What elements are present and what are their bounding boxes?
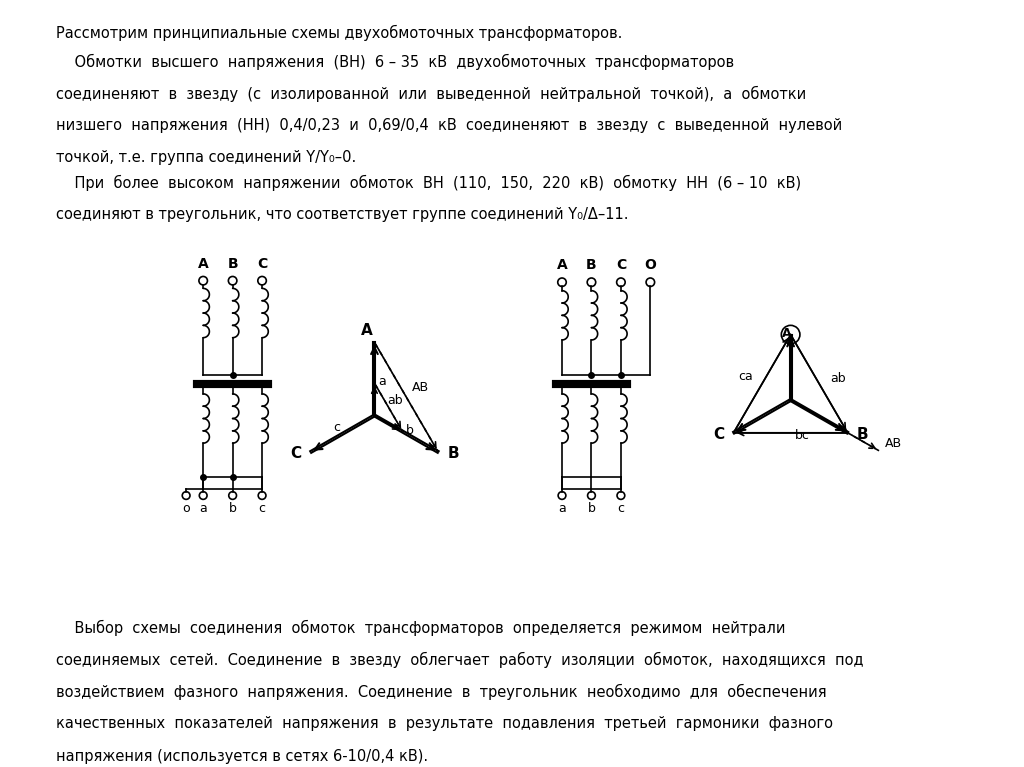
Text: Обмотки  высшего  напряжения  (ВН)  6 – 35  кВ  двухобмоточных  трансформаторов: Обмотки высшего напряжения (ВН) 6 – 35 к… xyxy=(56,54,734,70)
Text: o: o xyxy=(182,502,189,515)
Text: соединяют в треугольник, что соответствует группе соединений Y₀/Δ–11.: соединяют в треугольник, что соответству… xyxy=(56,207,629,222)
Text: B: B xyxy=(586,258,597,272)
Text: a: a xyxy=(200,502,207,515)
Text: C: C xyxy=(290,446,301,461)
Text: воздействием  фазного  напряжения.  Соединение  в  треугольник  необходимо  для : воздействием фазного напряжения. Соедине… xyxy=(56,684,827,700)
Text: AB: AB xyxy=(886,437,902,450)
Text: Рассмотрим принципиальные схемы двухобмоточных трансформаторов.: Рассмотрим принципиальные схемы двухобмо… xyxy=(56,25,623,41)
Text: A: A xyxy=(198,258,209,272)
Text: b: b xyxy=(406,423,414,436)
Text: a: a xyxy=(378,375,386,388)
Text: При  более  высоком  напряжении  обмоток  ВН  (110,  150,  220  кВ)  обмотку  НН: При более высоком напряжении обмоток ВН … xyxy=(56,175,802,191)
Text: Выбор  схемы  соединения  обмоток  трансформаторов  определяется  режимом  нейтр: Выбор схемы соединения обмоток трансформ… xyxy=(56,620,785,636)
Text: точкой, т.е. группа соединений Y/Y₀–0.: точкой, т.е. группа соединений Y/Y₀–0. xyxy=(56,150,356,166)
Text: B: B xyxy=(857,426,868,442)
Text: ab: ab xyxy=(830,372,846,385)
Text: напряжения (используется в сетях 6-10/0,4 кВ).: напряжения (используется в сетях 6-10/0,… xyxy=(56,749,428,764)
Text: B: B xyxy=(227,258,238,272)
Text: соединяемых  сетей.  Соединение  в  звезду  облегчает  работу  изоляции  обмоток: соединяемых сетей. Соединение в звезду о… xyxy=(56,652,864,668)
Text: C: C xyxy=(713,426,724,442)
Text: c: c xyxy=(617,502,625,515)
Text: низшего  напряжения  (НН)  0,4/0,23  и  0,69/0,4  кВ  соединеняют  в  звезду  с : низшего напряжения (НН) 0,4/0,23 и 0,69/… xyxy=(56,118,843,133)
Text: ab: ab xyxy=(387,393,402,407)
Text: A: A xyxy=(782,328,792,341)
Text: b: b xyxy=(588,502,595,515)
Text: bc: bc xyxy=(795,429,809,442)
Text: A: A xyxy=(360,323,373,337)
Text: AB: AB xyxy=(412,381,429,394)
Text: c: c xyxy=(333,421,340,434)
Text: b: b xyxy=(228,502,237,515)
Text: B: B xyxy=(447,446,459,461)
Text: O: O xyxy=(644,258,656,272)
Text: C: C xyxy=(257,258,267,272)
Text: a: a xyxy=(558,502,566,515)
Text: качественных  показателей  напряжения  в  результате  подавления  третьей  гармо: качественных показателей напряжения в ре… xyxy=(56,716,834,732)
Text: ca: ca xyxy=(738,370,753,383)
Text: A: A xyxy=(557,258,567,272)
Text: соединеняют  в  звезду  (с  изолированной  или  выведенной  нейтральной  точкой): соединеняют в звезду (с изолированной ил… xyxy=(56,86,807,102)
Text: c: c xyxy=(259,502,265,515)
Text: C: C xyxy=(615,258,626,272)
